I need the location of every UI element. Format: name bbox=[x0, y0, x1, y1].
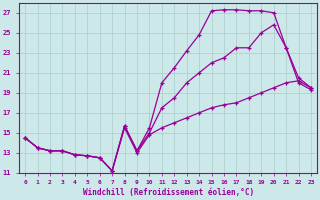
X-axis label: Windchill (Refroidissement éolien,°C): Windchill (Refroidissement éolien,°C) bbox=[83, 188, 254, 197]
